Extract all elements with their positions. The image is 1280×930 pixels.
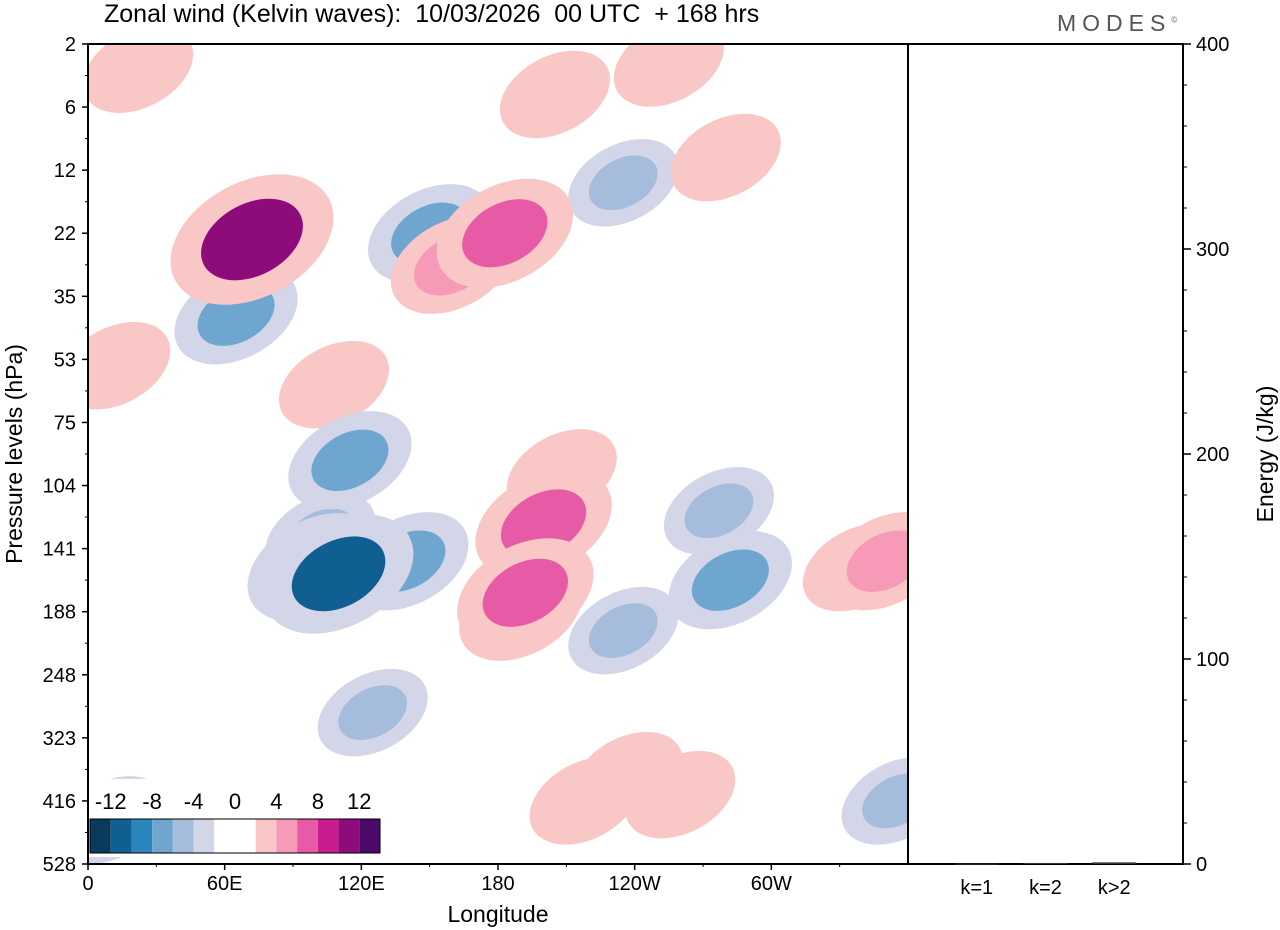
wind-anomaly — [645, 767, 715, 822]
energy-panel-frame — [907, 43, 1184, 865]
energy-tick-label: 300 — [1196, 239, 1229, 261]
colorbar-label: 0 — [229, 789, 241, 814]
colorbar-label: 12 — [347, 789, 371, 814]
x-tick-label: 60W — [751, 873, 792, 895]
colorbar-swatch — [297, 819, 318, 853]
energy-tick-label: 200 — [1196, 444, 1229, 466]
colorbar-swatch — [131, 819, 153, 853]
x-tick-label: 120W — [609, 873, 661, 895]
colorbar: -12 -8 -4 0 4 8 12 — [88, 779, 382, 857]
x-axis-label: Longitude — [447, 901, 548, 927]
colorbar-label: -4 — [184, 789, 204, 814]
wind-anomaly — [291, 536, 386, 612]
wind-anomaly — [299, 357, 369, 412]
energy-axis-label: Energy (J/kg) — [1252, 386, 1278, 523]
wind-anomaly — [550, 773, 619, 829]
energy-category-label: k>2 — [1098, 877, 1131, 899]
colorbar-swatch — [276, 819, 298, 853]
y-tick-label: 12 — [54, 160, 76, 182]
wind-anomaly — [862, 773, 908, 829]
x-tick-label: 60E — [207, 873, 243, 895]
wind-anomaly — [462, 199, 548, 268]
wind-anomaly — [482, 558, 568, 627]
energy-tick-label: 0 — [1196, 854, 1207, 876]
x-tick-label: 180 — [481, 873, 514, 895]
wind-anomaly — [311, 429, 389, 492]
y-tick-label: 22 — [54, 223, 76, 245]
energy-category-label: k=1 — [960, 877, 993, 899]
colorbar-swatch — [172, 819, 194, 853]
colorbar-swatch — [235, 819, 256, 853]
wind-anomaly — [588, 603, 658, 658]
y-tick-label: 188 — [43, 602, 76, 624]
colorbar-swatch — [338, 819, 360, 853]
y-tick-label: 416 — [43, 791, 76, 813]
main-plot-frame — [87, 43, 909, 865]
wind-anomaly — [846, 530, 908, 592]
colorbar-swatch — [214, 819, 235, 853]
energy-bars: 0 100 200 300 400 Energy (J/kg) k=1 k=2 k>2 — [954, 34, 1278, 899]
energy-tick-label: 400 — [1196, 34, 1229, 56]
wind-anomaly — [691, 549, 769, 611]
energy-bar — [954, 863, 999, 865]
x-tick-label: 0 — [82, 873, 93, 895]
wind-anomaly — [691, 130, 761, 185]
brand-mark: © — [1171, 15, 1178, 25]
colorbar-frame — [89, 818, 381, 854]
wind-anomaly — [88, 338, 150, 394]
y-tick-label: 75 — [54, 412, 76, 434]
y-tick-label: 2 — [65, 34, 76, 56]
energy-bar — [1023, 862, 1068, 864]
energy-bar — [1092, 862, 1137, 864]
wind-anomaly — [588, 155, 658, 211]
brand-name: MODES — [1057, 10, 1172, 36]
y-tick-label: 323 — [43, 728, 76, 750]
y-tick-label: 104 — [43, 476, 76, 498]
y-tick-label: 35 — [54, 286, 76, 308]
colorbar-label: 4 — [270, 789, 282, 814]
energy-tick-label: 100 — [1196, 649, 1229, 671]
wind-anomaly — [338, 685, 408, 740]
colorbar-swatch — [317, 819, 339, 853]
colorbar-label: 8 — [312, 789, 324, 814]
wind-anomaly — [634, 44, 704, 91]
colorbar-swatch — [152, 819, 173, 853]
wind-anomaly — [201, 198, 303, 281]
wind-anomaly — [103, 44, 173, 97]
y-tick-label: 141 — [43, 539, 76, 561]
colorbar-swatch — [255, 819, 277, 853]
colorbar-label: -12 — [95, 789, 127, 814]
colorbar-swatch — [359, 819, 380, 853]
y-tick-label: 248 — [43, 665, 76, 687]
y-axis-label: Pressure levels (hPa) — [1, 344, 27, 564]
y-tick-label: 53 — [54, 349, 76, 371]
x-tick-label: 120E — [338, 873, 385, 895]
energy-category-label: k=2 — [1029, 877, 1062, 899]
brand-logo: MODES© — [1057, 10, 1177, 37]
wind-field — [88, 44, 908, 864]
y-tick-label: 528 — [43, 854, 76, 876]
chart-title: Zonal wind (Kelvin waves): 10/03/2026 00… — [104, 0, 760, 28]
wind-anomaly — [684, 483, 754, 539]
colorbar-label: -8 — [142, 789, 162, 814]
y-tick-label: 6 — [65, 97, 76, 119]
colorbar-swatch — [193, 819, 215, 853]
colorbar-swatch — [110, 819, 132, 853]
wind-anomaly — [520, 67, 590, 122]
colorbar-swatch — [90, 819, 111, 853]
